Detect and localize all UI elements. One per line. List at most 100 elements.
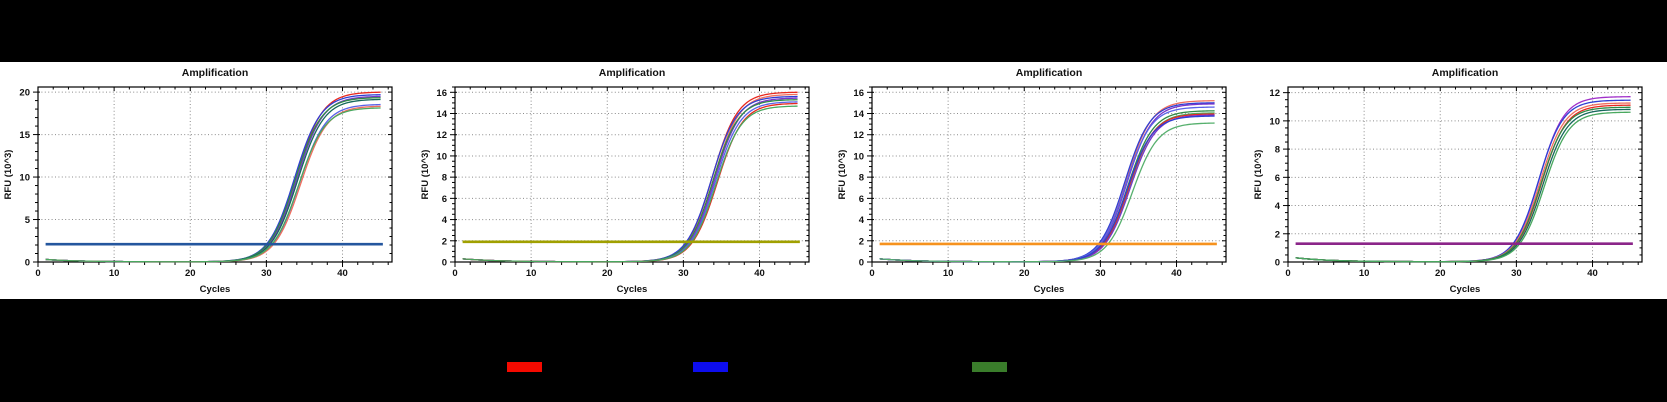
amplification-curve: [1295, 99, 1631, 263]
y-tick-label: 0: [1275, 258, 1280, 269]
amplification-panel-4: 0 10 20 30 40 0 2 4 6 8 10 12 Amplification Cycles RFU…: [1250, 62, 1667, 299]
y-axis-label: RFU (10^3): [3, 150, 14, 200]
amplification-curve: [1295, 106, 1631, 263]
amplification-curve: [45, 107, 381, 263]
y-tick-label: 16: [436, 88, 447, 99]
amplification-chart: 0 10 20 30 40 0 2 4 6 8 10 12 Amplification Cycles RFU…: [1253, 67, 1643, 295]
y-axis-label: RFU (10^3): [1253, 150, 1264, 200]
amplification-curve: [45, 97, 381, 263]
x-axis-label: Cycles: [1033, 284, 1064, 295]
y-tick-label: 8: [1275, 145, 1280, 156]
y-tick-label: 12: [853, 130, 864, 141]
y-tick-label: 16: [853, 88, 864, 99]
y-tick-label: 14: [853, 109, 864, 120]
y-tick-label: 4: [858, 215, 864, 226]
x-tick-label: 0: [1286, 268, 1291, 279]
y-tick-label: 10: [19, 173, 30, 184]
amplification-curve: [462, 99, 798, 263]
y-tick-label: 6: [858, 194, 863, 205]
amplification-curve: [1295, 108, 1631, 263]
amplification-curve: [879, 103, 1215, 263]
y-tick-label: 10: [1270, 116, 1281, 127]
bottom-black-bar: [0, 299, 1667, 402]
amplification-curve: [462, 97, 798, 263]
y-tick-label: 12: [1270, 88, 1281, 99]
x-tick-label: 10: [526, 268, 537, 279]
x-tick-label: 0: [452, 268, 457, 279]
x-tick-label: 0: [35, 268, 40, 279]
y-tick-label: 0: [441, 258, 446, 269]
x-tick-label: 20: [185, 268, 196, 279]
y-tick-label: 6: [1275, 173, 1280, 184]
amplification-curve: [879, 115, 1215, 263]
x-tick-label: 40: [337, 268, 348, 279]
amplification-curve: [45, 105, 381, 263]
x-tick-label: 20: [602, 268, 613, 279]
amplification-curve: [1295, 104, 1631, 263]
amplification-curve: [879, 122, 1215, 263]
x-tick-label: 10: [109, 268, 120, 279]
amplification-curve: [879, 112, 1215, 263]
y-tick-label: 20: [19, 88, 30, 99]
y-tick-label: 8: [858, 173, 863, 184]
y-tick-label: 4: [441, 215, 447, 226]
amplification-curve: [462, 105, 798, 263]
amplification-chart-band: 0 10 20 30 40 0 5 10 15 20 Amplification Cycles RFU …: [0, 62, 1667, 299]
x-axis-label: Cycles: [200, 284, 231, 295]
amplification-curve: [45, 98, 381, 263]
amplification-curve: [1295, 111, 1631, 263]
amplification-curve: [462, 101, 798, 263]
x-tick-label: 30: [1511, 268, 1522, 279]
amplification-curve: [879, 114, 1215, 263]
amplification-curve: [879, 106, 1215, 263]
y-tick-label: 0: [858, 258, 863, 269]
y-tick-label: 10: [853, 151, 864, 162]
amplification-chart: 0 10 20 30 40 0 2 4 6 8 10 12 14 16 Amplification Cycle…: [837, 67, 1227, 295]
legend-swatch-series-blue: [693, 362, 728, 372]
amplification-curve: [879, 113, 1215, 263]
amplification-chart: 0 10 20 30 40 0 5 10 15 20 Amplification Cycles RFU …: [3, 67, 393, 295]
amplification-panel-1: 0 10 20 30 40 0 5 10 15 20 Amplification Cycles RFU …: [0, 62, 417, 299]
y-axis-label: RFU (10^3): [420, 150, 431, 200]
y-axis-label: RFU (10^3): [837, 150, 848, 200]
amplification-panel-3: 0 10 20 30 40 0 2 4 6 8 10 12 14 16 Amplification Cycle…: [834, 62, 1251, 299]
y-tick-label: 4: [1275, 201, 1281, 212]
chart-title: Amplification: [182, 67, 249, 79]
amplification-curve: [462, 102, 798, 263]
x-tick-label: 30: [1095, 268, 1106, 279]
y-tick-label: 5: [25, 215, 31, 226]
y-tick-label: 10: [436, 151, 447, 162]
legend-swatch-series-red: [507, 362, 542, 372]
x-tick-label: 30: [261, 268, 272, 279]
x-tick-label: 40: [754, 268, 765, 279]
y-tick-label: 8: [441, 173, 446, 184]
chart-title: Amplification: [598, 67, 665, 79]
x-tick-label: 20: [1018, 268, 1029, 279]
amplification-curve: [462, 95, 798, 263]
amplification-chart: 0 10 20 30 40 0 2 4 6 8 10 12 14 16 Amplification Cycle…: [420, 67, 810, 295]
amplification-curve: [1295, 102, 1631, 263]
top-black-bar: [0, 0, 1667, 62]
y-tick-label: 14: [436, 109, 447, 120]
amplification-curve: [879, 102, 1215, 263]
x-tick-label: 30: [678, 268, 689, 279]
legend-swatch-series-green: [972, 362, 1007, 372]
y-tick-label: 12: [436, 130, 447, 141]
x-axis-label: Cycles: [1450, 284, 1481, 295]
y-tick-label: 2: [441, 236, 446, 247]
amplification-curve: [462, 93, 798, 263]
amplification-curve: [1295, 96, 1631, 263]
x-tick-label: 10: [942, 268, 953, 279]
y-tick-label: 2: [1275, 229, 1280, 240]
x-axis-label: Cycles: [616, 284, 647, 295]
x-tick-label: 40: [1587, 268, 1598, 279]
y-tick-label: 0: [25, 258, 30, 269]
x-tick-label: 40: [1171, 268, 1182, 279]
amplification-curve: [45, 103, 381, 263]
y-tick-label: 2: [858, 236, 863, 247]
amplification-panel-2: 0 10 20 30 40 0 2 4 6 8 10 12 14 16 Amplification Cycle…: [417, 62, 834, 299]
chart-title: Amplification: [1432, 67, 1499, 79]
y-tick-label: 6: [441, 194, 446, 205]
chart-title: Amplification: [1015, 67, 1082, 79]
